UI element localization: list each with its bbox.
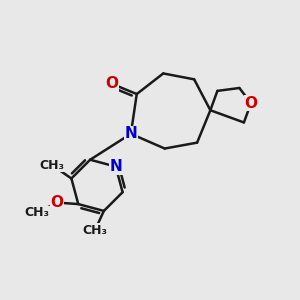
Text: CH₃: CH₃ [82, 224, 107, 237]
Text: O: O [51, 195, 64, 210]
Text: O: O [105, 76, 118, 91]
Text: CH₃: CH₃ [40, 159, 65, 172]
Text: N: N [110, 159, 122, 174]
Text: N: N [124, 126, 137, 141]
Text: CH₃: CH₃ [24, 206, 49, 219]
Text: O: O [244, 96, 257, 111]
